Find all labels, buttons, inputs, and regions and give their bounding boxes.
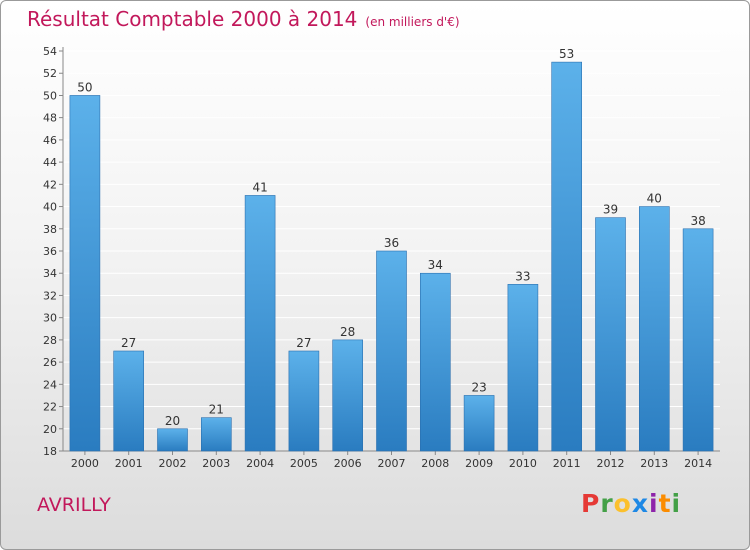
logo-letter: i xyxy=(671,489,682,518)
y-tick-label: 20 xyxy=(43,423,57,436)
bar xyxy=(244,195,276,452)
bar-value-label: 53 xyxy=(559,47,574,61)
bar-value-label: 34 xyxy=(428,258,443,272)
bar xyxy=(376,250,407,452)
y-tick-label: 42 xyxy=(43,178,57,191)
bar-value-label: 39 xyxy=(603,203,618,217)
town-name: AVRILLY xyxy=(37,494,111,516)
x-tick-label: 2014 xyxy=(684,457,712,470)
chart-title: Résultat Comptable 2000 à 2014 (en millie… xyxy=(27,7,460,31)
x-tick-label: 2002 xyxy=(159,457,187,470)
x-tick-label: 2011 xyxy=(553,457,581,470)
labels: 18 20 22 24 26 28 30 32 34 36 38 40 42 44 46 48 50 52 54 50… xyxy=(43,45,712,470)
bar-value-label: 20 xyxy=(165,414,180,428)
bar xyxy=(113,350,144,452)
bar xyxy=(507,284,539,452)
y-tick-label: 32 xyxy=(43,289,57,302)
logo-letter: o xyxy=(613,489,632,518)
chart-title-main: Résultat Comptable 2000 à 2014 xyxy=(27,7,358,31)
x-tick-label: 2003 xyxy=(202,457,230,470)
logo-letter: P xyxy=(581,489,601,518)
bar xyxy=(288,350,320,452)
x-tick-label: 2012 xyxy=(597,457,625,470)
chart-title-unit: (en milliers d'€) xyxy=(365,15,460,29)
y-tick-label: 38 xyxy=(43,223,57,236)
logo-letter: i xyxy=(649,489,659,518)
bar xyxy=(463,395,495,452)
logo-letter: r xyxy=(600,489,614,518)
y-tick-label: 26 xyxy=(43,356,57,369)
bar xyxy=(201,417,232,452)
bar xyxy=(69,95,101,452)
y-tick-label: 50 xyxy=(43,89,57,102)
x-tick-label: 2009 xyxy=(465,457,493,470)
proxiti-logo: Proxiti xyxy=(581,489,681,518)
bar-value-label: 38 xyxy=(690,214,705,228)
x-tick-label: 2013 xyxy=(640,457,668,470)
y-tick-label: 24 xyxy=(43,378,57,391)
x-tick-label: 2008 xyxy=(421,457,449,470)
y-tick-label: 52 xyxy=(43,67,57,80)
y-tick-label: 34 xyxy=(43,267,57,280)
y-tick-label: 36 xyxy=(43,245,57,258)
bar xyxy=(682,228,714,452)
x-tick-label: 2001 xyxy=(115,457,143,470)
bar-value-label: 33 xyxy=(515,269,530,283)
bar-value-label: 21 xyxy=(209,403,224,417)
y-tick-label: 22 xyxy=(43,401,57,414)
bar xyxy=(595,217,626,452)
x-tick-label: 2006 xyxy=(334,457,362,470)
bar-value-label: 40 xyxy=(647,192,662,206)
y-tick-label: 28 xyxy=(43,334,57,347)
y-tick-label: 40 xyxy=(43,201,57,214)
bar xyxy=(157,428,188,452)
bar-value-label: 36 xyxy=(384,236,399,250)
x-tick-label: 2005 xyxy=(290,457,318,470)
bar xyxy=(551,61,583,452)
bar xyxy=(332,339,364,452)
bar-value-label: 23 xyxy=(471,380,486,394)
y-tick-label: 18 xyxy=(43,445,57,458)
bar-value-label: 27 xyxy=(296,336,311,350)
x-tick-label: 2007 xyxy=(378,457,406,470)
bar-value-label: 41 xyxy=(252,180,267,194)
y-tick-label: 44 xyxy=(43,156,57,169)
x-tick-label: 2000 xyxy=(71,457,99,470)
logo-letter: x xyxy=(631,489,649,518)
bar-value-label: 27 xyxy=(121,336,136,350)
bar-value-label: 28 xyxy=(340,325,355,339)
bars xyxy=(69,61,714,452)
y-tick-label: 46 xyxy=(43,134,57,147)
y-tick-label: 54 xyxy=(43,45,57,58)
y-tick-label: 30 xyxy=(43,312,57,325)
bar xyxy=(419,272,451,452)
bar xyxy=(638,206,670,452)
x-tick-label: 2004 xyxy=(246,457,274,470)
x-tick-label: 2010 xyxy=(509,457,537,470)
y-tick-label: 48 xyxy=(43,112,57,125)
logo-letter: t xyxy=(658,489,672,518)
bar-value-label: 50 xyxy=(77,80,92,94)
